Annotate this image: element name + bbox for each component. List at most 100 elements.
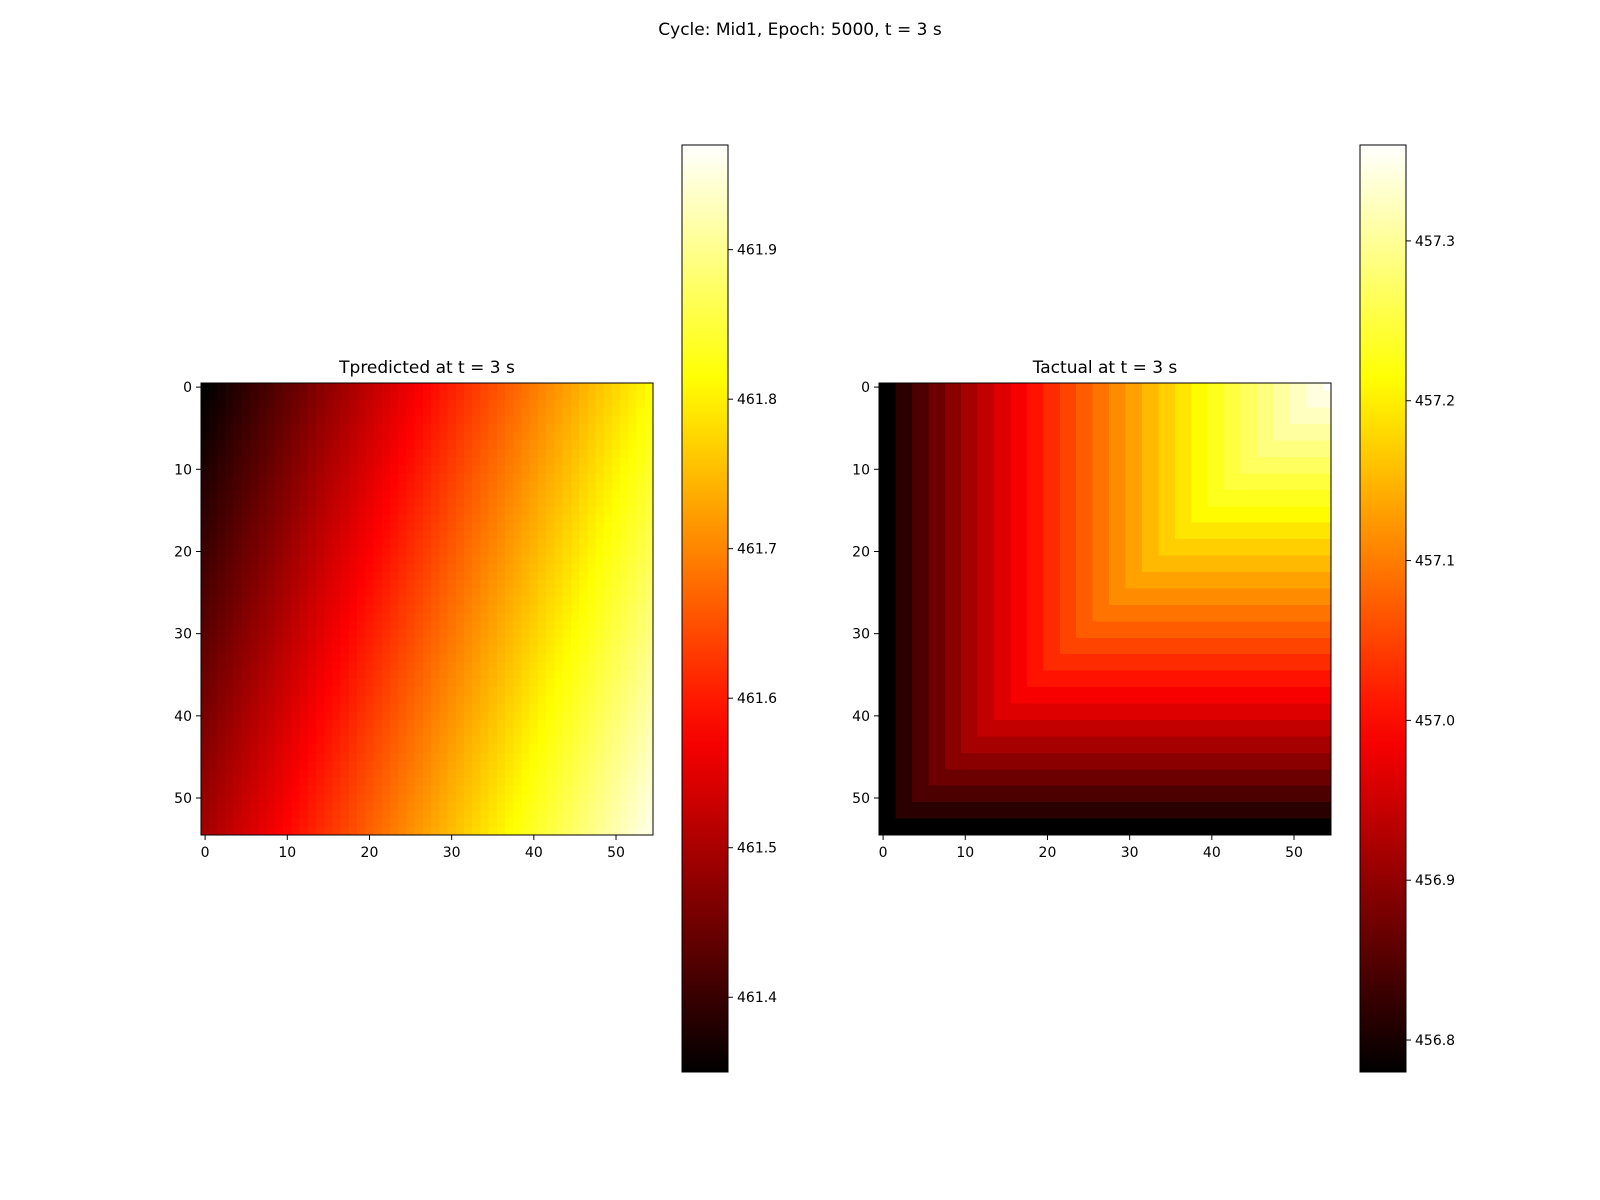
heatmap-cell xyxy=(480,522,490,532)
y-tick-label: 10 xyxy=(174,462,192,478)
heatmap-cell xyxy=(217,481,227,491)
heatmap-cell xyxy=(496,826,506,836)
heatmap-cell xyxy=(611,670,621,680)
heatmap-cell xyxy=(1150,645,1160,655)
heatmap-cell xyxy=(201,777,210,787)
heatmap-cell xyxy=(1207,629,1217,639)
heatmap-cell xyxy=(307,752,317,762)
heatmap-cell xyxy=(1166,432,1176,442)
heatmap-cell xyxy=(414,777,424,787)
heatmap-cell xyxy=(1265,465,1275,474)
heatmap-cell xyxy=(233,473,243,483)
heatmap-cell xyxy=(928,415,938,425)
heatmap-cell xyxy=(381,514,391,524)
heatmap-cell xyxy=(348,424,358,433)
heatmap-cell xyxy=(1298,391,1307,401)
heatmap-cell xyxy=(307,456,317,466)
heatmap-cell xyxy=(480,728,490,737)
heatmap-cell xyxy=(431,489,440,499)
heatmap-cell xyxy=(1289,456,1299,466)
heatmap-cell xyxy=(554,711,564,721)
heatmap-cell xyxy=(406,448,416,458)
heatmap-cell xyxy=(570,440,580,450)
heatmap-cell xyxy=(1002,654,1012,664)
heatmap-cell xyxy=(431,613,440,622)
heatmap-cell xyxy=(439,744,449,754)
heatmap-cell xyxy=(274,695,284,705)
heatmap-cell xyxy=(977,465,987,474)
heatmap-cell xyxy=(936,629,946,639)
heatmap-cell xyxy=(291,391,301,401)
heatmap-cell xyxy=(480,547,490,557)
heatmap-cell xyxy=(463,530,473,540)
heatmap-cell xyxy=(595,391,605,401)
heatmap-cell xyxy=(1158,588,1168,598)
heatmap-cell xyxy=(1174,506,1184,516)
heatmap-cell xyxy=(920,440,929,450)
heatmap-cell xyxy=(406,645,416,655)
heatmap-cell xyxy=(480,670,490,680)
heatmap-cell xyxy=(348,654,358,664)
heatmap-cell xyxy=(1257,604,1266,614)
heatmap-cell xyxy=(1068,596,1077,606)
heatmap-cell xyxy=(340,604,350,614)
heatmap-cell xyxy=(1298,481,1307,491)
heatmap-cell xyxy=(1141,662,1151,672)
heatmap-cell xyxy=(895,399,905,409)
heatmap-cell xyxy=(579,391,588,401)
heatmap-cell xyxy=(537,539,547,548)
heatmap-cell xyxy=(1199,456,1209,466)
heatmap-cell xyxy=(1298,555,1307,565)
heatmap-cell xyxy=(406,473,416,483)
heatmap-cell xyxy=(488,687,498,696)
heatmap-cell xyxy=(1322,522,1332,532)
heatmap-cell xyxy=(1265,506,1275,516)
heatmap-cell xyxy=(1010,514,1020,524)
heatmap-cell xyxy=(324,498,334,507)
heatmap-cell xyxy=(521,769,531,779)
heatmap-cell xyxy=(969,514,979,524)
heatmap-cell xyxy=(233,810,243,820)
heatmap-cell xyxy=(1183,637,1192,647)
heatmap-cell xyxy=(291,399,301,409)
heatmap-cell xyxy=(1068,415,1077,425)
heatmap-cell xyxy=(217,448,227,458)
heatmap-cell xyxy=(570,432,580,442)
heatmap-cell xyxy=(644,407,654,417)
heatmap-cell xyxy=(242,530,251,540)
heatmap-cell xyxy=(595,785,605,795)
heatmap-cell xyxy=(455,818,465,828)
heatmap-cell xyxy=(381,769,391,779)
heatmap-cell xyxy=(233,793,243,803)
heatmap-cell xyxy=(381,415,391,425)
heatmap-cell xyxy=(332,678,342,688)
heatmap-cell xyxy=(1117,580,1127,590)
heatmap-cell xyxy=(225,637,235,647)
heatmap-cell xyxy=(603,728,613,737)
heatmap-cell xyxy=(291,662,301,672)
heatmap-cell xyxy=(911,629,921,639)
heatmap-cell xyxy=(217,818,227,828)
heatmap-cell xyxy=(209,563,219,573)
heatmap-cell xyxy=(455,391,465,401)
heatmap-cell xyxy=(928,596,938,606)
heatmap-cell xyxy=(1059,621,1069,631)
heatmap-cell xyxy=(406,547,416,557)
heatmap-cell xyxy=(348,777,358,787)
heatmap-cell xyxy=(381,637,391,647)
heatmap-cell xyxy=(603,424,613,433)
heatmap-cell xyxy=(570,506,580,516)
heatmap-cell xyxy=(611,613,621,622)
heatmap-cell xyxy=(488,489,498,499)
heatmap-cell xyxy=(505,719,514,729)
heatmap-cell xyxy=(611,654,621,664)
heatmap-cell xyxy=(1166,424,1176,433)
heatmap-cell xyxy=(920,522,929,532)
heatmap-cell xyxy=(1240,391,1250,401)
heatmap-cell xyxy=(209,826,219,836)
heatmap-cell xyxy=(201,769,210,779)
heatmap-cell xyxy=(505,563,514,573)
heatmap-cell xyxy=(496,596,506,606)
heatmap-cell xyxy=(952,465,962,474)
heatmap-cell xyxy=(1109,440,1118,450)
